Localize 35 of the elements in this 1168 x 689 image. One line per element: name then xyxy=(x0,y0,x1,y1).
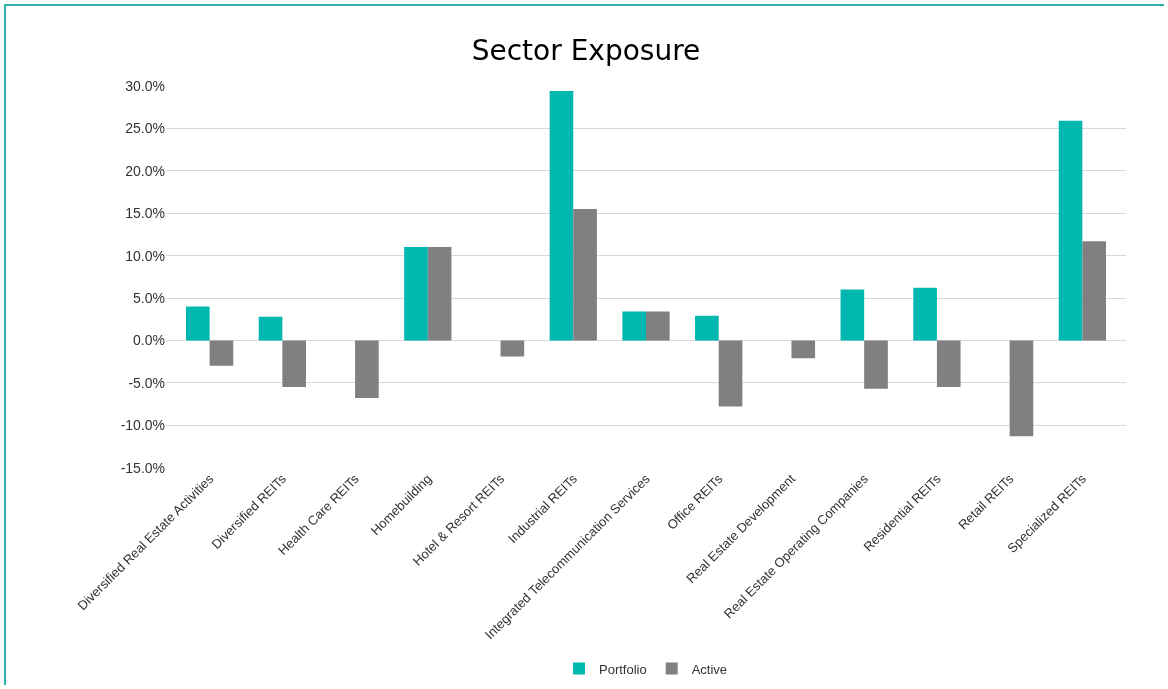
bar xyxy=(646,311,670,341)
bar xyxy=(936,340,961,388)
y-tick-label: -5.0% xyxy=(128,374,165,391)
bar xyxy=(695,315,719,341)
bar xyxy=(573,208,597,341)
y-tick-label: 25.0% xyxy=(125,120,165,137)
bar xyxy=(1058,120,1083,341)
bar xyxy=(282,340,306,388)
y-tick-label: 20.0% xyxy=(125,162,165,179)
y-tick-label: 10.0% xyxy=(125,247,165,264)
bar xyxy=(840,289,865,341)
bar xyxy=(500,340,525,357)
bar xyxy=(355,340,379,399)
y-tick-label: -10.0% xyxy=(120,417,165,434)
chart-title: Sector Exposure xyxy=(471,33,701,67)
bar xyxy=(186,306,210,341)
bar xyxy=(864,340,888,389)
bar xyxy=(622,311,646,341)
y-tick-label: 5.0% xyxy=(133,289,165,306)
bar xyxy=(549,91,574,341)
bar xyxy=(1009,340,1034,437)
y-tick-label: 15.0% xyxy=(125,205,165,222)
legend-label: Portfolio xyxy=(599,661,647,677)
bar xyxy=(1082,241,1106,341)
bar xyxy=(209,340,234,366)
legend-label: Active xyxy=(691,661,728,677)
bar xyxy=(791,340,816,359)
y-tick-label: 30.0% xyxy=(125,77,165,94)
bar xyxy=(913,287,937,341)
bar xyxy=(258,316,283,341)
bar xyxy=(427,247,452,341)
bar xyxy=(718,340,743,407)
y-tick-label: 0.0% xyxy=(133,332,165,349)
bar xyxy=(404,247,428,341)
y-tick-label: -15.0% xyxy=(120,459,165,476)
